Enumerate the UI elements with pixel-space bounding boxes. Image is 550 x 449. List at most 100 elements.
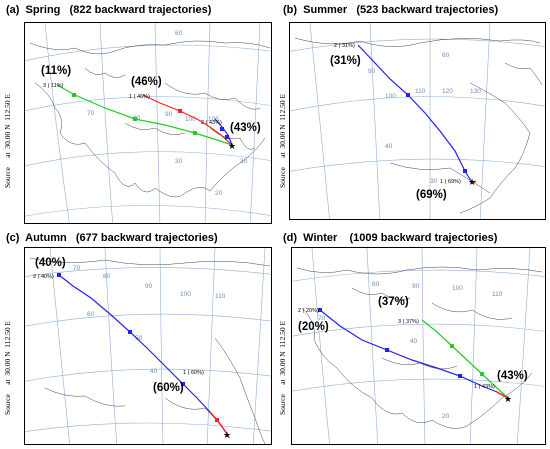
graticule — [25, 23, 271, 223]
trajectory-label: 3 ( 37%) — [398, 319, 419, 325]
trajectory-label: 3 ( 11%) — [43, 83, 64, 89]
trajectory-percent: (46%) — [131, 76, 162, 88]
panel-title: (b) Summer (523 backward trajectories) — [283, 4, 499, 16]
trajectory-marker — [215, 418, 219, 422]
trajectory-3-green — [421, 319, 509, 399]
trajectory-marker — [480, 372, 484, 376]
trajectory-1-red — [209, 411, 228, 435]
panel-title: (c) Autumn (677 backward trajectories) — [6, 232, 218, 244]
grid-label: 30 — [430, 178, 438, 185]
trajectory-2-blue — [58, 274, 228, 435]
grid-label: 90 — [165, 111, 173, 118]
grid-label: 80 — [372, 281, 380, 288]
grid-label: 70 — [87, 110, 95, 117]
grid-label: 90 — [412, 283, 420, 290]
grid-label: 40 — [410, 338, 418, 345]
trajectory-1-red — [469, 180, 477, 184]
trajectory-3-green — [56, 84, 233, 146]
map-winter: 70 80 90 100 110 40 20 ★ 2 ( 20%) 3 ( 37… — [291, 247, 546, 445]
trajectory-2-blue — [214, 118, 233, 146]
map-autumn: 70 80 90 100 110 60 50 40 ★ 2 ( 40%) 1 (… — [24, 247, 272, 445]
source-label: Source at 30.00 N 112.50 E — [3, 320, 12, 415]
source-star: ★ — [228, 141, 236, 151]
trajectory-marker — [128, 330, 132, 334]
trajectory-label: 1 ( 60%) — [183, 370, 204, 376]
grid-label: 50 — [135, 335, 143, 342]
coastlines — [294, 37, 543, 214]
grid-label: 20 — [442, 413, 450, 420]
map-spring: 60 70 80 90 100 105 30 30 20 ★ 3 ( 11%) … — [24, 22, 272, 224]
trajectory-marker — [225, 135, 229, 139]
source-star: ★ — [504, 394, 512, 404]
grid-label: 130 — [470, 88, 481, 95]
trajectory-marker — [72, 93, 76, 97]
trajectory-percent: (40%) — [35, 257, 66, 269]
grid-label: 70 — [318, 315, 326, 322]
map-canvas: 60 70 80 90 100 105 30 30 20 ★ 3 ( 11%) … — [25, 23, 271, 223]
source-label: Source at 30.00 N 112.50 E — [278, 93, 287, 188]
trajectory-percent: (11%) — [41, 65, 71, 77]
source-star: ★ — [223, 430, 231, 440]
grid-label: 120 — [442, 88, 453, 95]
trajectory-marker — [385, 348, 389, 352]
map-canvas: 70 80 90 100 110 60 50 40 ★ 2 ( 40%) 1 (… — [25, 248, 271, 444]
trajectory-label: 2 ( 43%) — [201, 120, 222, 126]
panel-spring: (a) Spring (822 backward trajectories) S… — [0, 0, 275, 225]
grid-label: 40 — [150, 368, 158, 375]
trajectory-marker — [318, 308, 322, 312]
trajectory-label: 1 ( 43%) — [474, 384, 495, 390]
trajectory-percent: (31%) — [330, 55, 361, 67]
trajectory-marker — [193, 131, 197, 135]
source-star: ★ — [468, 177, 476, 187]
trajectory-label: 2 ( 40%) — [33, 274, 54, 280]
panel-title: (d) Winter (1009 backward trajectories) — [283, 232, 498, 244]
trajectory-percent: (20%) — [298, 321, 329, 333]
trajectory-label: 1 ( 69%) — [440, 179, 461, 185]
graticule — [25, 248, 271, 444]
trajectory-2-blue — [357, 44, 472, 182]
trajectory-marker — [220, 127, 224, 131]
grid-label: 30 — [175, 158, 183, 165]
trajectory-percent: (69%) — [416, 189, 447, 201]
grid-label: 60 — [87, 311, 95, 318]
trajectory-percent: (43%) — [497, 370, 528, 382]
grid-label: 110 — [215, 293, 226, 300]
panel-winter: (d) Winter (1009 backward trajectories) … — [275, 225, 550, 449]
trajectory-marker — [450, 344, 454, 348]
trajectory-marker — [133, 117, 137, 121]
trajectory-percent: (37%) — [378, 296, 409, 308]
coastlines — [296, 266, 543, 429]
trajectory-label: 2 ( 20%) — [298, 308, 319, 314]
grid-label: 40 — [385, 143, 393, 150]
grid-label: 90 — [145, 283, 153, 290]
source-label: Source at 30.00 N 112.50 E — [278, 320, 287, 415]
trajectory-2-blue — [319, 309, 509, 399]
grid-label: 60 — [175, 30, 183, 37]
grid-label: 100 — [385, 93, 396, 100]
graticule — [292, 248, 545, 444]
panel-summer: (b) Summer (523 backward trajectories) S… — [275, 0, 550, 225]
trajectory-marker — [181, 382, 185, 386]
grid-label: 105 — [208, 116, 219, 123]
trajectory-marker — [57, 273, 61, 277]
grid-label: 100 — [185, 116, 196, 123]
trajectory-label: 1 ( 46%) — [129, 94, 150, 100]
trajectory-percent: (60%) — [153, 382, 184, 394]
grid-label: 70 — [73, 265, 81, 272]
grid-label: 110 — [415, 88, 426, 95]
grid-label: 110 — [492, 291, 503, 298]
trajectory-percent: (43%) — [230, 122, 261, 134]
trajectory-marker — [463, 169, 467, 173]
map-canvas: 70 80 90 100 110 40 20 ★ 2 ( 20%) 3 ( 37… — [292, 248, 545, 444]
grid-label: 90 — [368, 68, 376, 75]
grid-label: 100 — [180, 291, 191, 298]
source-label: Source at 30.00 N 112.50 E — [3, 93, 12, 188]
grid-label: 30 — [240, 158, 248, 165]
grid-label: 60 — [442, 52, 450, 59]
trajectory-1-red — [142, 94, 233, 146]
map-summer: 60 90 100 110 120 130 40 30 ★ 2 ( 31%) 1… — [289, 22, 546, 220]
grid-label: 20 — [215, 190, 223, 197]
grid-label: 100 — [452, 285, 463, 292]
trajectory-marker — [178, 109, 182, 113]
trajectory-1-red — [496, 391, 509, 399]
